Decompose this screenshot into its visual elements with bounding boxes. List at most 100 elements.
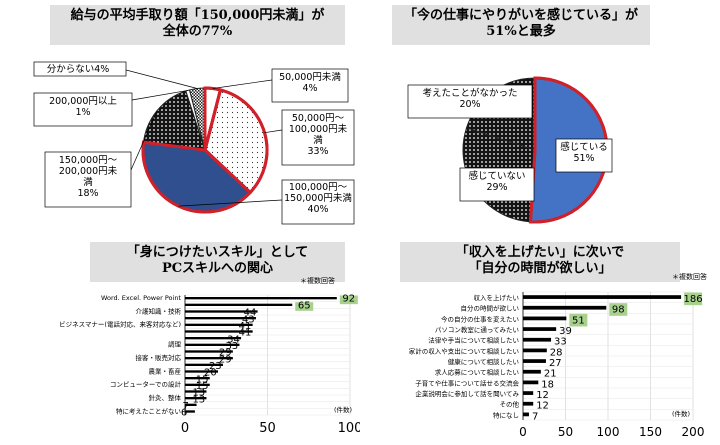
- data-label-6: 27: [549, 358, 562, 369]
- slice-label-3: 150,000円～: [59, 155, 118, 166]
- slice-label-1: 29%: [486, 182, 507, 193]
- bar-3: [523, 327, 557, 331]
- slice-label-2: 40%: [307, 204, 328, 215]
- category-label-9: 企業説明会に参加して話を聞いてみ: [415, 389, 519, 398]
- bar-11: [523, 412, 529, 417]
- data-label-12: 15: [196, 374, 209, 385]
- slice-label-2: 20%: [459, 99, 480, 110]
- data-label-8: 18: [541, 379, 554, 390]
- wishes-bar-note: ＊複数回答: [672, 273, 707, 281]
- data-label-9: 12: [536, 390, 549, 401]
- slice-label-0: 感じている: [560, 141, 608, 153]
- value-highlight-0: [684, 292, 703, 306]
- salary-pie-title-line2: 全体の77%: [162, 24, 233, 39]
- data-label-7: 33: [225, 341, 238, 352]
- slice-label-1: 満: [313, 135, 323, 146]
- category-label-9: 接客・販売対応: [136, 353, 182, 362]
- salary-pie-title: 給与の平均手取り額「150,000円未満」が 全体の77%: [50, 5, 345, 45]
- motivation-pie-panel: 「今の仕事にやりがいを感じている」が 51%と最多 感じている 51% 感じていない…: [360, 0, 720, 238]
- slice-label-box-1: [459, 167, 535, 202]
- leader-line-4: [131, 90, 188, 101]
- category-label-11: 農業・畜産: [149, 366, 182, 375]
- category-label-10: その他: [500, 400, 520, 409]
- category-label-3: パソコン教室に通ってみたい: [435, 325, 519, 334]
- bar-8: [523, 380, 539, 385]
- bar-12: [185, 377, 210, 380]
- slice-label-box-1: [281, 109, 355, 166]
- salary-pie-title-line1: 給与の平均手取り額「150,000円未満」が: [70, 8, 325, 23]
- slice-label-3: 200,000円未: [59, 165, 118, 177]
- bar-4: [185, 323, 253, 326]
- data-label-10: 12: [536, 401, 549, 412]
- data-label-11: 7: [532, 411, 538, 422]
- category-label-8: 子育てや仕事について話せる交流会: [415, 378, 519, 387]
- value-highlight-0: [339, 295, 358, 305]
- category-label-0: Word. Excel. Power Point: [101, 294, 181, 302]
- x-tick-label: 100: [597, 425, 620, 439]
- bar-0: [185, 297, 337, 300]
- bar-13: [185, 383, 210, 386]
- skills-bar-note: ＊複数回答: [300, 277, 335, 285]
- slice-label-5: 分からない4%: [47, 64, 110, 75]
- data-label-4: 33: [554, 337, 567, 348]
- category-label-15: 針灸、整体: [149, 393, 182, 402]
- motivation-pie-title-line1: 「今の仕事にやりがいを感じている」が: [403, 8, 638, 23]
- slice-label-box-3: [44, 151, 132, 208]
- category-label-7: 求人応募について相談したい: [435, 368, 519, 377]
- x-tick-label: 100: [338, 421, 360, 436]
- slice-label-0: 4%: [302, 83, 317, 94]
- slice-label-4: 1%: [75, 107, 90, 118]
- bar-1: [523, 305, 607, 310]
- data-label-16: 7: [183, 401, 189, 412]
- slice-label-2: 150,000円未満: [284, 192, 352, 204]
- data-label-1: 98: [612, 305, 625, 316]
- motivation-pie-title-line2: 51%と最多: [486, 24, 556, 39]
- bar-17: [185, 410, 195, 413]
- pie-slice-outline-2: [141, 140, 253, 214]
- bar-6: [185, 337, 242, 340]
- data-label-2: 44: [244, 308, 257, 319]
- category-label-13: コンピューターでの設計: [110, 380, 182, 389]
- bar-3: [185, 317, 256, 320]
- slice-label-1: 33%: [307, 146, 328, 157]
- skills-bar-title-line1: 「身につけたいスキル」として: [126, 245, 309, 260]
- slice-label-1: 100,000円未: [289, 123, 348, 135]
- x-tick-label: 0: [181, 421, 189, 436]
- data-label-6: 34: [227, 334, 240, 345]
- category-label-4: ビジネスマナー(電話対応、来客対応など): [59, 320, 181, 329]
- slice-label-0: 50,000円未満: [279, 71, 341, 83]
- wishes-bar-chart: 0 50 100 150 200 186 収入を上げたい 98 自分の時間が欲しい 51 今の自分の…: [409, 291, 705, 439]
- slice-label-1: 感じていない: [468, 170, 525, 182]
- bar-9: [185, 357, 233, 360]
- data-label-11: 20: [204, 368, 217, 379]
- data-label-1: 65: [298, 300, 311, 311]
- data-label-8: 29: [219, 348, 232, 359]
- value-highlight-1: [609, 303, 628, 316]
- skills-bar-title: 「身につけたいスキル」として PCスキルへの関心: [90, 242, 345, 282]
- wishes-bar-title-line1: 「収入を上げたい」に次いで: [455, 245, 625, 260]
- value-highlight-2: [569, 313, 588, 327]
- x-tick-label: 50: [259, 421, 276, 436]
- wishes-bar-title: 「収入を上げたい」に次いで 「自分の時間が欲しい」: [400, 242, 680, 282]
- data-label-0: 92: [342, 294, 355, 305]
- unit-label: (件数): [672, 409, 690, 418]
- x-tick-label: 200: [682, 425, 705, 439]
- category-label-5: 家計の収入や支出について相談したい: [409, 346, 519, 355]
- bar-0: [523, 295, 682, 299]
- category-label-11: 特になし: [493, 410, 519, 419]
- bar-15: [185, 397, 207, 400]
- leader-line-3: [130, 110, 158, 171]
- data-label-5: 41: [239, 328, 252, 339]
- data-label-13: 15: [196, 381, 209, 392]
- leader-line-1: [264, 129, 283, 134]
- category-label-7: 調理: [168, 340, 182, 349]
- salary-pie-panel: 給与の平均手取り額「150,000円未満」が 全体の77% 50,000円未満 4…: [0, 0, 360, 238]
- slice-label-box-0: [555, 138, 613, 173]
- data-label-7: 21: [544, 369, 557, 380]
- bar-6: [523, 359, 546, 363]
- data-label-14: 13: [192, 388, 205, 399]
- data-label-2: 51: [572, 315, 585, 326]
- leader-line-5: [125, 69, 198, 89]
- slice-label-box-5: [33, 61, 127, 77]
